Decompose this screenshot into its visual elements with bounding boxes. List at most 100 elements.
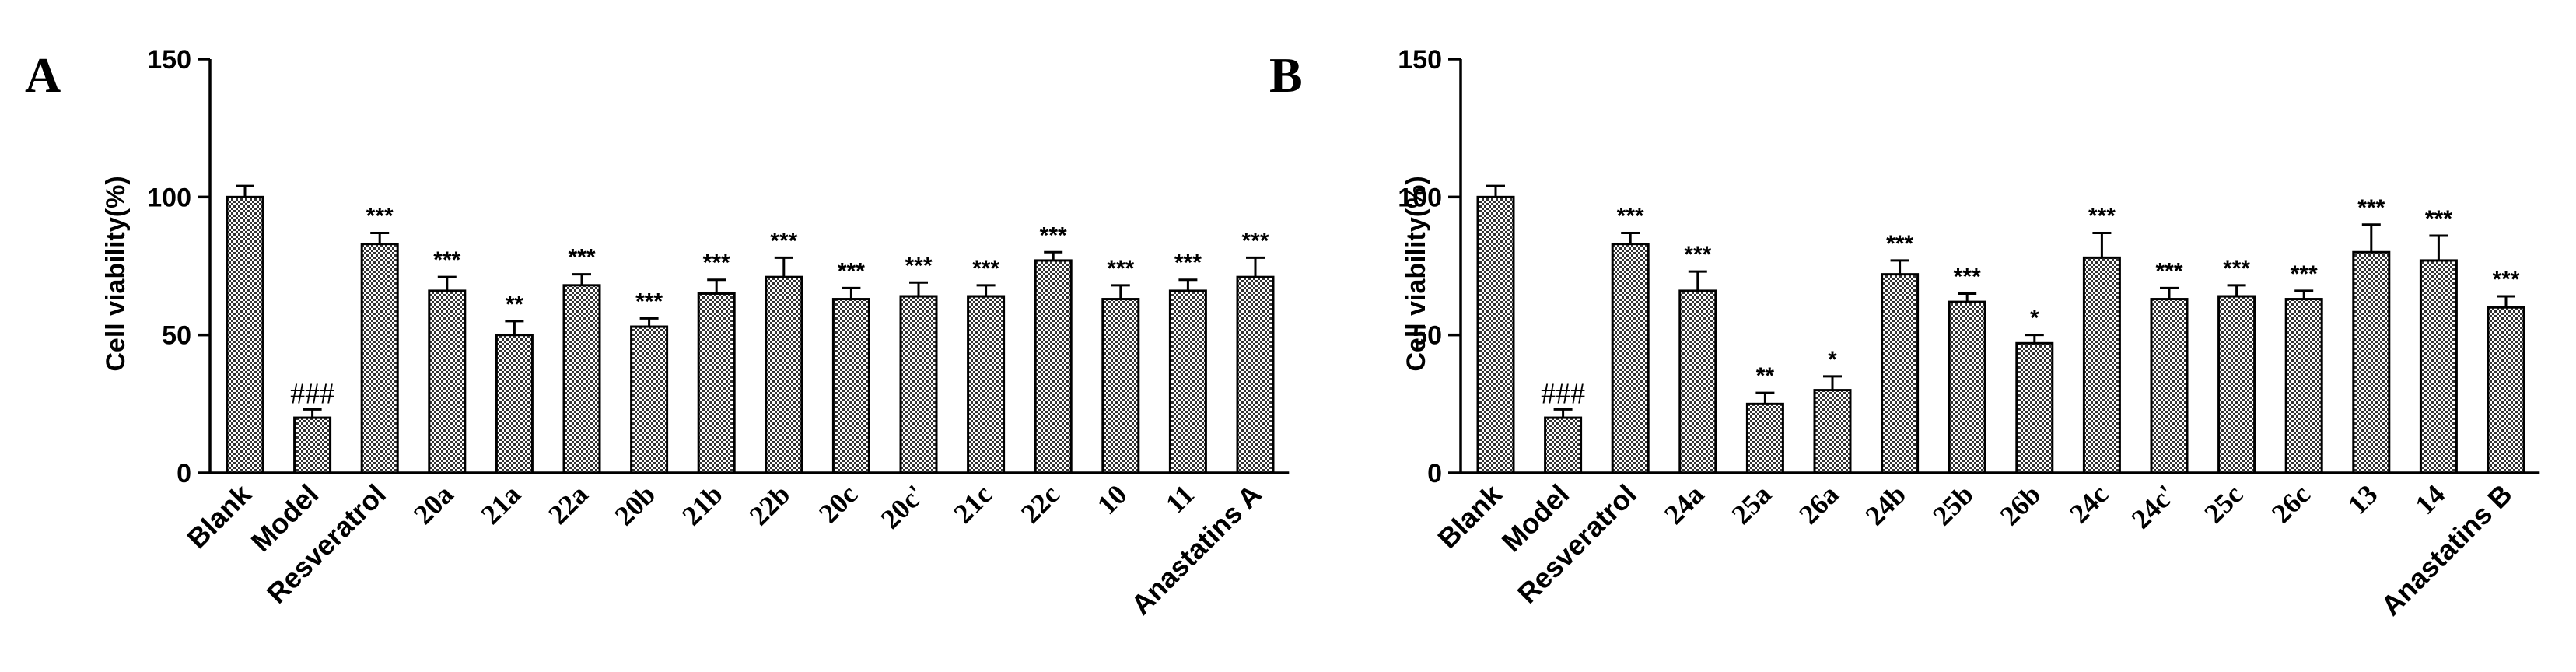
significance-label: *** <box>838 258 865 284</box>
significance-label: *** <box>1107 256 1134 282</box>
bar <box>765 275 803 474</box>
significance-label: *** <box>366 203 394 229</box>
significance-label: *** <box>568 245 595 271</box>
bar <box>428 289 467 474</box>
x-tick-label: 20c <box>813 478 863 529</box>
bar <box>562 284 601 474</box>
y-axis-label: Cell viability(%) <box>1402 176 1431 371</box>
bar <box>2150 298 2189 474</box>
significance-label: *** <box>2291 261 2318 287</box>
bar <box>293 416 332 474</box>
x-tick-label: 26a <box>1793 478 1844 530</box>
bar <box>2217 295 2256 474</box>
significance-label: *** <box>2492 267 2519 292</box>
x-tick-label: 11 <box>1160 478 1200 519</box>
x-tick-label: 21c <box>947 478 998 529</box>
bar <box>1678 289 1717 474</box>
x-tick-label: 24a <box>1658 478 1710 530</box>
significance-label: *** <box>1886 231 1913 257</box>
significance-label: *** <box>1174 250 1202 276</box>
y-tick-label: 100 <box>147 183 191 212</box>
x-tick-label: 24c' <box>2126 478 2182 534</box>
x-tick-label: 24c <box>2063 478 2114 529</box>
bar <box>831 298 870 474</box>
y-tick-label: 100 <box>1398 183 1442 212</box>
x-tick-label: 25b <box>1927 478 1979 531</box>
x-tick-label: 21a <box>475 478 527 530</box>
x-tick-label: 13 <box>2342 478 2384 520</box>
bar <box>495 334 534 474</box>
bar <box>1544 416 1583 474</box>
bar <box>2284 298 2323 474</box>
x-tick-label: 26b <box>1994 478 2047 531</box>
significance-label: *** <box>2425 206 2452 232</box>
bar <box>697 292 736 474</box>
bar <box>967 295 1006 474</box>
significance-label: *** <box>770 228 797 254</box>
x-tick-label: 22c <box>1015 478 1066 529</box>
x-tick-label: 24b <box>1859 478 1912 531</box>
x-tick-label: 22b <box>744 478 796 531</box>
panel-letter: A <box>25 47 61 103</box>
x-tick-label: 26c <box>2266 478 2316 529</box>
significance-label: ** <box>1756 363 1775 389</box>
bar <box>1034 259 1073 474</box>
significance-label: *** <box>1617 203 1644 229</box>
bar <box>1948 300 1986 474</box>
bar <box>2082 256 2121 474</box>
bar <box>899 295 938 474</box>
x-tick-label: 20b <box>608 478 661 531</box>
y-tick-label: 150 <box>1398 45 1442 75</box>
significance-label: ### <box>1541 377 1585 410</box>
significance-label: * <box>2030 306 2039 331</box>
significance-label: *** <box>905 253 932 278</box>
significance-label: *** <box>2223 256 2250 282</box>
bar <box>1236 275 1275 474</box>
significance-label: *** <box>1954 264 1981 289</box>
y-tick-label: 0 <box>1427 459 1442 488</box>
bar <box>1813 389 1852 474</box>
significance-label: *** <box>1684 242 1711 268</box>
bar <box>360 243 399 474</box>
x-tick-label: 21b <box>676 478 729 531</box>
y-tick-label: 50 <box>162 321 191 351</box>
bar <box>1745 402 1784 474</box>
x-tick-label: 10 <box>1091 478 1133 520</box>
significance-label: *** <box>2088 203 2116 229</box>
x-tick-label: 20a <box>408 478 459 530</box>
x-tick-label: 14 <box>2409 478 2451 520</box>
significance-label: *** <box>703 250 730 276</box>
significance-label: *** <box>433 247 460 273</box>
significance-label: ### <box>290 377 334 410</box>
y-axis-label: Cell viability(%) <box>101 176 131 371</box>
x-tick-label: Blank <box>180 478 257 555</box>
x-tick-label: 20c' <box>875 478 931 534</box>
bar <box>1476 195 1515 474</box>
panel-letter: B <box>1269 47 1303 103</box>
x-tick-label: 25c <box>2198 478 2249 529</box>
bar <box>1611 243 1650 474</box>
bar <box>2487 306 2525 474</box>
significance-label: *** <box>2357 195 2385 221</box>
y-tick-label: 50 <box>1412 321 1442 351</box>
significance-label: *** <box>1241 228 1269 254</box>
significance-label: *** <box>972 256 999 282</box>
significance-label: ** <box>506 292 524 317</box>
x-tick-label: 22a <box>542 478 593 530</box>
x-tick-label: 25a <box>1726 478 1777 530</box>
bar <box>1881 273 1920 474</box>
bar <box>630 325 669 474</box>
significance-label: *** <box>1040 222 1067 248</box>
significance-label: * <box>1828 347 1837 373</box>
y-tick-label: 0 <box>177 459 191 488</box>
significance-label: *** <box>635 289 663 314</box>
bar <box>2015 341 2054 474</box>
bar <box>1168 289 1207 474</box>
y-tick-label: 150 <box>147 45 191 75</box>
bar <box>1101 298 1140 474</box>
x-tick-label: Blank <box>1431 478 1508 555</box>
bar <box>2419 259 2458 474</box>
bar <box>2352 250 2391 474</box>
